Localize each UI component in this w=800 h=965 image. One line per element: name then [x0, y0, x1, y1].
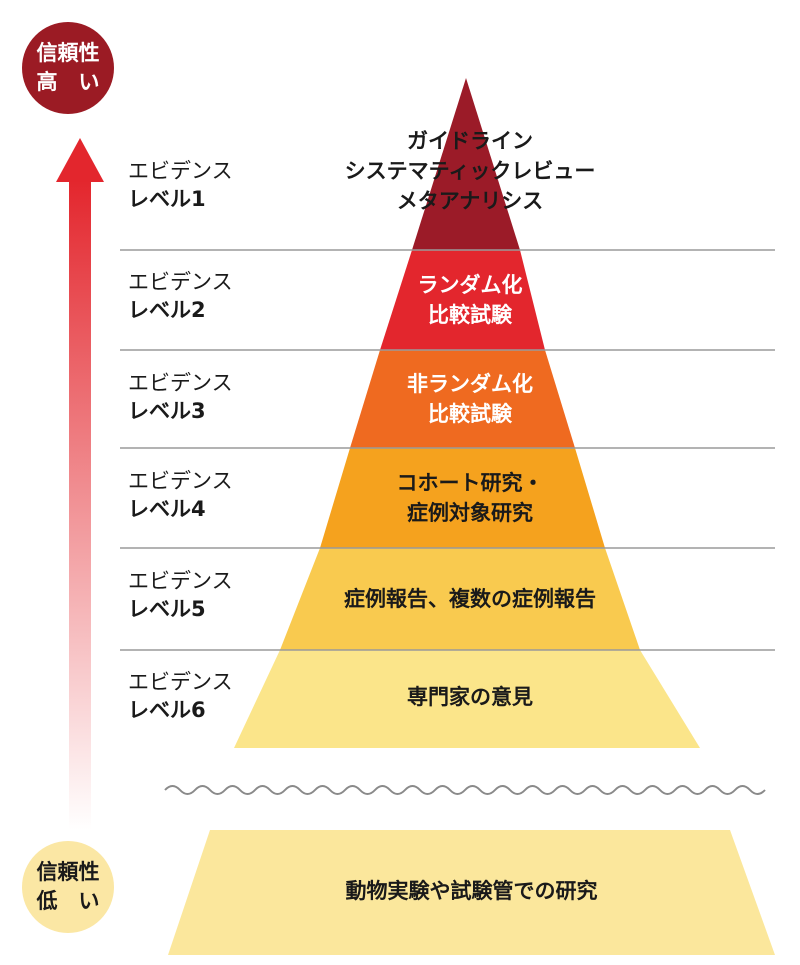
level-5-number: レベル5: [128, 597, 206, 621]
base-text: 動物実験や試験管での研究: [168, 876, 775, 906]
tier-2-line-2: 比較試験: [428, 303, 512, 327]
base-text-line: 動物実験や試験管での研究: [345, 879, 598, 903]
tier-3-line-2: 比較試験: [428, 402, 512, 426]
level-label-1: エビデンス レベル1: [128, 157, 233, 213]
level-4-number: レベル4: [128, 497, 206, 521]
tier-1-line-2: システマティックレビュー: [344, 159, 596, 183]
tier-level-1: [412, 78, 520, 250]
level-5-label: エビデンス: [128, 569, 233, 593]
tier-5-text: 症例報告、複数の症例報告: [200, 584, 740, 614]
tier-6-line-1: 専門家の意見: [407, 685, 533, 709]
level-4-label: エビデンス: [128, 469, 233, 493]
tier-level-4: [320, 448, 605, 548]
arrow-head: [56, 138, 104, 182]
level-3-number: レベル3: [128, 399, 206, 423]
tier-2-text: ランダム化 比較試験: [200, 270, 740, 330]
wavy-separator: [164, 785, 766, 795]
reliability-arrow: [56, 138, 104, 830]
tier-6-text: 専門家の意見: [200, 682, 740, 712]
level-6-number: レベル6: [128, 698, 206, 722]
tier-2-line-1: ランダム化: [417, 273, 523, 297]
tier-1-text: ガイドライン システマティックレビュー メタアナリシス: [200, 126, 740, 216]
arrow-shaft: [69, 180, 91, 830]
level-2-label: エビデンス: [128, 270, 233, 294]
badge-low-line1: 信頼性: [36, 860, 100, 884]
level-dividers: [120, 249, 775, 651]
tier-3-line-1: 非ランダム化: [407, 372, 533, 396]
level-label-4: エビデンス レベル4: [128, 467, 233, 523]
level-label-6: エビデンス レベル6: [128, 668, 233, 724]
reliability-high-badge: 信頼性 高 い: [22, 22, 114, 114]
level-6-label: エビデンス: [128, 670, 233, 694]
base-tier: [168, 830, 775, 955]
level-2-number: レベル2: [128, 298, 206, 322]
level-label-5: エビデンス レベル5: [128, 567, 233, 623]
tier-4-text: コホート研究・ 症例対象研究: [200, 468, 740, 528]
tier-level-5: [280, 548, 640, 650]
level-label-2: エビデンス レベル2: [128, 268, 233, 324]
tier-level-2: [380, 250, 545, 350]
badge-high-line1: 信頼性: [36, 41, 100, 65]
tier-3-text: 非ランダム化 比較試験: [200, 369, 740, 429]
badge-low-line2: 低 い: [36, 889, 100, 913]
tier-level-6: [234, 650, 700, 748]
tier-4-line-2: 症例対象研究: [407, 501, 533, 525]
tier-1-line-1: ガイドライン: [407, 129, 533, 153]
tier-4-line-1: コホート研究・: [396, 471, 544, 495]
level-1-label: エビデンス: [128, 159, 233, 183]
reliability-low-badge: 信頼性 低 い: [22, 841, 114, 933]
level-label-3: エビデンス レベル3: [128, 369, 233, 425]
badge-high-line2: 高 い: [36, 70, 100, 94]
tier-level-3: [350, 350, 575, 448]
tier-5-line-1: 症例報告、複数の症例報告: [344, 587, 596, 611]
level-3-label: エビデンス: [128, 371, 233, 395]
level-1-number: レベル1: [128, 187, 206, 211]
tier-1-line-3: メタアナリシス: [396, 189, 544, 213]
